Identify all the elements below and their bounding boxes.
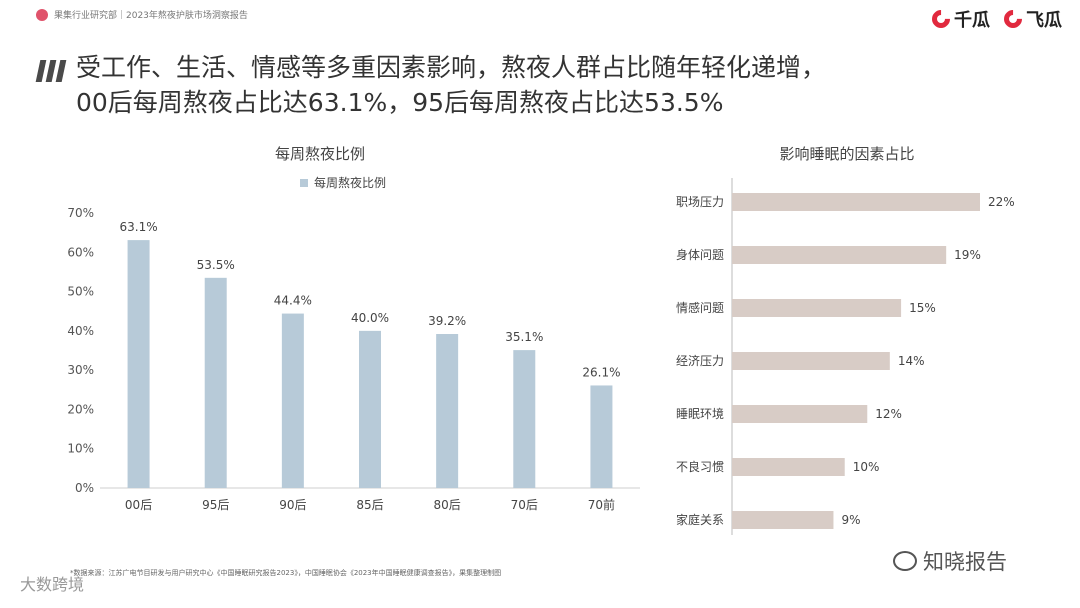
report-source-header: 果集行业研究部｜2023年熬夜护肤市场洞察报告	[36, 8, 248, 21]
hbar-睡眠环境	[732, 405, 868, 423]
watermark-bottom-right: 知晓报告	[893, 546, 1007, 576]
headline-bars-icon	[35, 50, 67, 120]
bar-70后	[513, 350, 536, 488]
y-tick-label: 10%	[67, 442, 94, 456]
category-label: 家庭关系	[676, 512, 724, 527]
bar-value-label: 53.5%	[197, 258, 235, 272]
hbar-职场压力	[732, 193, 980, 211]
hbar-情感问题	[732, 299, 902, 317]
category-label: 不良习惯	[676, 459, 724, 474]
y-tick-label: 30%	[67, 363, 94, 377]
y-tick-label: 70%	[67, 206, 94, 220]
y-tick-label: 0%	[75, 481, 94, 495]
watermark-bottom-right-text: 知晓报告	[923, 550, 1007, 574]
legend-swatch	[300, 178, 308, 187]
x-tick-label: 90后	[279, 498, 306, 512]
feigua-logo-icon	[1000, 6, 1026, 32]
hbar-value-label: 19%	[954, 248, 981, 262]
hbar-value-label: 22%	[988, 195, 1015, 209]
bar-value-label: 44.4%	[274, 294, 312, 308]
left-chart-legend: 每周熬夜比例	[300, 174, 386, 191]
bar-value-label: 40.0%	[351, 311, 389, 325]
bar-95后	[204, 277, 227, 488]
y-tick-label: 50%	[67, 285, 94, 299]
headline-line-2: 00后每周熬夜占比达63.1%，95后每周熬夜占比达53.5%	[76, 88, 724, 117]
hbar-身体问题	[732, 246, 947, 264]
watermark-bottom-left-text: 大数跨境	[20, 575, 85, 594]
category-label: 经济压力	[676, 353, 724, 368]
qiangua-logo-text: 千瓜	[954, 10, 990, 31]
left-chart-title: 每周熬夜比例	[274, 145, 365, 163]
feigua-logo: 飞瓜	[1000, 6, 1062, 32]
bar-90后	[281, 313, 304, 488]
wechat-icon	[893, 551, 917, 571]
category-label: 情感问题	[676, 300, 724, 315]
bar-value-label: 35.1%	[505, 330, 543, 344]
hbar-value-label: 15%	[909, 301, 936, 315]
bar-value-label: 63.1%	[120, 220, 158, 234]
x-tick-label: 85后	[356, 498, 383, 512]
y-tick-label: 20%	[67, 402, 94, 416]
legend-label: 每周熬夜比例	[314, 176, 387, 190]
headline-line-1: 受工作、生活、情感等多重因素影响，熬夜人群占比随年轻化递增，	[76, 53, 827, 82]
hbar-value-label: 12%	[875, 407, 902, 421]
sleep-factor-bar-chart: 职场压力 22% 身体问题 19% 情感问题 15% 经济压力 14% 睡眠环境 12% 不良习惯 1…	[676, 178, 1015, 535]
footnote: *数据来源：江苏广电节目研发与用户研究中心《中国睡眠研究报告2023》，中国睡眠…	[70, 569, 502, 577]
headline-text: 受工作、生活、情感等多重因素影响，熬夜人群占比随年轻化递增， 00后每周熬夜占比…	[76, 50, 826, 120]
bar-70前	[590, 385, 613, 488]
x-tick-label: 00后	[125, 498, 152, 512]
category-label: 职场压力	[676, 195, 724, 209]
hbar-value-label: 14%	[898, 354, 925, 368]
report-source-text: 果集行业研究部｜2023年熬夜护肤市场洞察报告	[54, 11, 248, 21]
hbar-经济压力	[732, 352, 890, 370]
x-tick-label: 95后	[202, 498, 229, 512]
y-tick-label: 60%	[67, 245, 94, 259]
bar-85后	[359, 330, 381, 488]
watermark-bottom-left: 大数跨境	[20, 571, 84, 595]
hbar-家庭关系	[732, 511, 834, 529]
weekly-stayup-bar-chart: 0% 10% 20% 30% 40% 50% 60% 70% 63.1% 00后 53.5% 95后 4…	[67, 206, 640, 512]
hbar-value-label: 9%	[841, 513, 860, 527]
bar-80后	[436, 334, 459, 488]
right-chart-title: 影响睡眠的因素占比	[779, 145, 915, 163]
x-tick-label: 80后	[434, 498, 461, 512]
hbar-不良习惯	[732, 458, 845, 476]
category-label: 睡眠环境	[676, 406, 724, 421]
bar-value-label: 39.2%	[428, 314, 466, 328]
y-tick-label: 40%	[67, 324, 94, 338]
feigua-logo-text: 飞瓜	[1026, 10, 1062, 31]
qiangua-logo: 千瓜	[928, 6, 990, 32]
guoji-logo-icon	[36, 8, 48, 21]
qiangua-logo-icon	[928, 6, 954, 32]
x-tick-label: 70后	[511, 498, 538, 512]
hbar-value-label: 10%	[853, 460, 880, 474]
x-tick-label: 70前	[588, 497, 615, 512]
category-label: 身体问题	[676, 247, 724, 262]
bar-00后	[127, 240, 150, 488]
brand-logos: 千瓜 飞瓜	[928, 6, 1062, 32]
bar-value-label: 26.1%	[582, 365, 620, 379]
headline: 受工作、生活、情感等多重因素影响，熬夜人群占比随年轻化递增， 00后每周熬夜占比…	[35, 50, 1048, 120]
